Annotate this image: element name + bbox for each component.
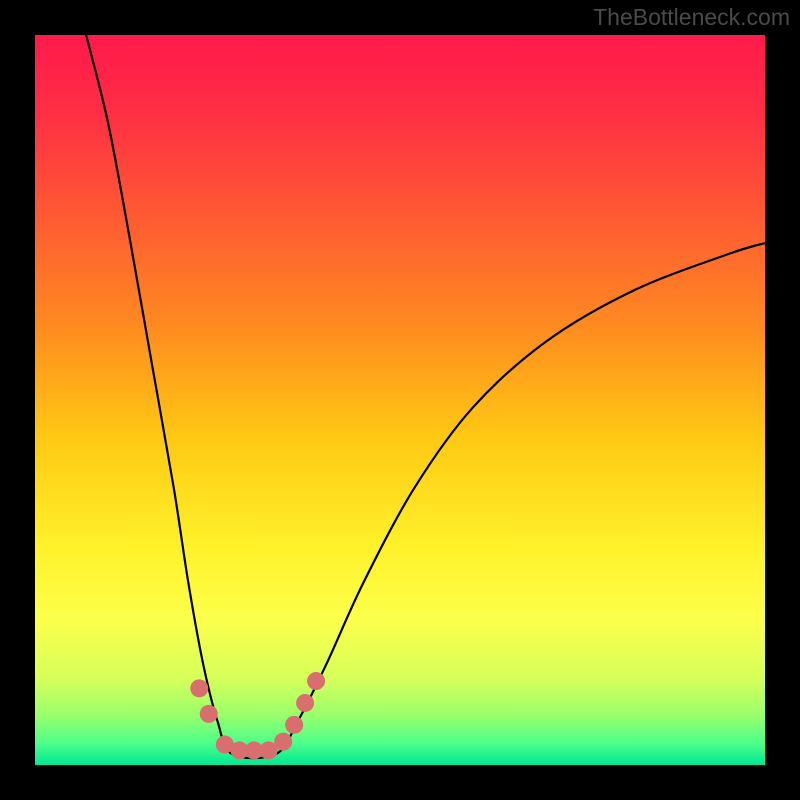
data-marker [296,694,314,712]
plot-area [35,35,765,765]
data-marker [190,679,208,697]
data-marker [274,733,292,751]
gradient-background [35,35,765,765]
data-marker [307,672,325,690]
data-marker [200,705,218,723]
watermark-label: TheBottleneck.com [593,4,790,31]
bottleneck-chart [0,0,800,800]
data-marker [285,716,303,734]
